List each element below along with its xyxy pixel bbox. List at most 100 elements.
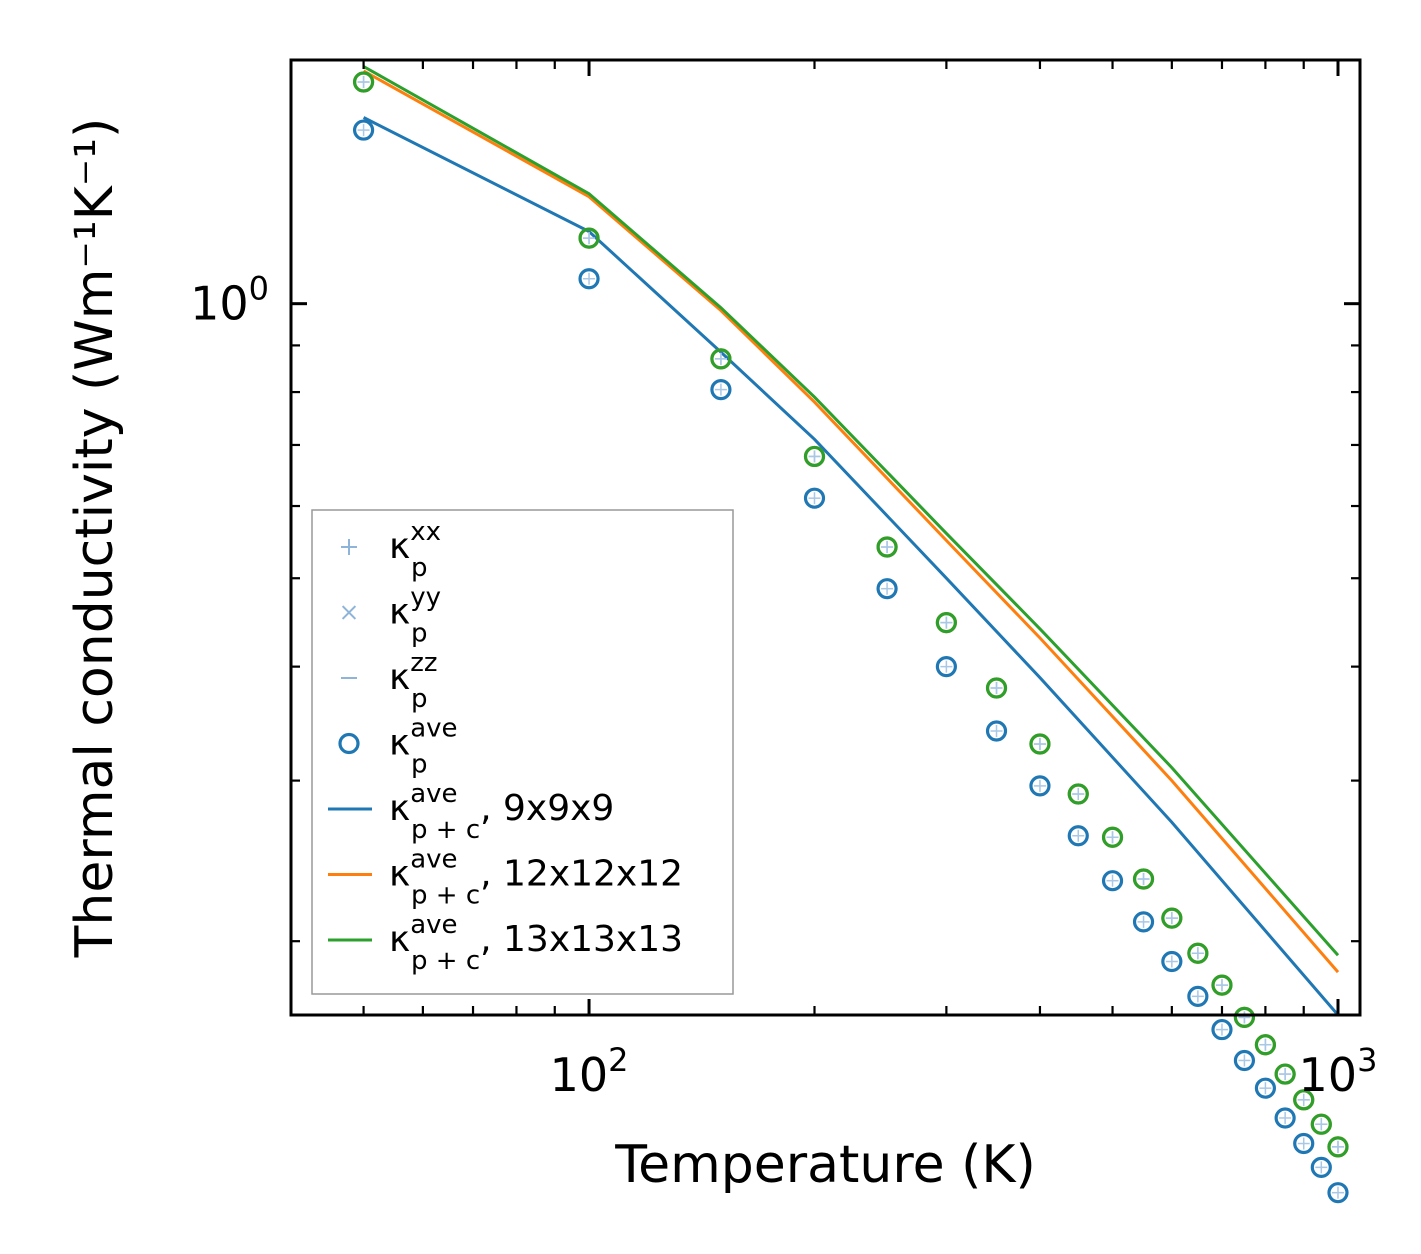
legend-superscript: ave	[410, 845, 457, 875]
data-point	[1187, 942, 1209, 964]
legend-symbol: κ	[389, 788, 410, 829]
legend-subscript: p	[411, 750, 428, 780]
point-circle	[1067, 783, 1089, 805]
point-circle	[1274, 1107, 1296, 1129]
legend-entry-0: κxx p	[341, 517, 441, 583]
data-point	[985, 720, 1008, 742]
legend-label: κave p	[389, 714, 458, 780]
y-tick-exponent: 0	[249, 270, 269, 308]
legend-symbol: κ	[389, 723, 410, 764]
data-point	[1274, 1107, 1296, 1129]
data-point	[876, 536, 898, 558]
data-point	[1132, 868, 1155, 890]
data-point	[1310, 1156, 1332, 1178]
point-circle	[935, 656, 957, 678]
x-tick-base: 10	[1299, 1048, 1358, 1102]
legend-superscript: ave	[410, 910, 457, 940]
data-point	[1233, 1006, 1256, 1028]
legend-cross-swatch	[341, 605, 357, 620]
legend-symbol: κ	[389, 526, 410, 567]
legend-label: κzz p	[389, 648, 438, 714]
y-axis-label: Thermal conductivity (Wm⁻¹K⁻¹)	[65, 118, 125, 959]
circle-marker	[338, 732, 360, 755]
legend-superscript: ave	[410, 779, 457, 809]
point-circle	[352, 119, 375, 141]
point-circle	[1132, 911, 1155, 933]
data-point	[1029, 775, 1051, 797]
point-circle	[1101, 826, 1124, 848]
legend-label: κave p + c, 13x13x13	[389, 910, 683, 976]
legend-subscript: p	[411, 619, 428, 649]
legend-superscript: ave	[410, 714, 457, 744]
data-point	[803, 487, 826, 509]
legend-frame	[311, 509, 734, 995]
point-circle	[803, 445, 826, 468]
point-circle	[578, 227, 600, 249]
legend-entry-6: κave p + c, 13x13x13	[328, 910, 683, 976]
data-point	[985, 677, 1008, 699]
legend-entry-4: κave p + c, 9x9x9	[328, 779, 614, 845]
legend-label: κxx p	[389, 517, 441, 583]
legend-symbol: κ	[389, 657, 410, 698]
legend-superscript: xx	[410, 517, 441, 547]
point-circle	[803, 487, 826, 509]
point-circle	[1067, 825, 1089, 847]
legend-label: κyy p	[389, 583, 441, 649]
x-tick-exponent: 3	[1357, 1041, 1377, 1079]
data-point	[1274, 1063, 1296, 1085]
legend-subscript: p + c	[411, 946, 480, 976]
point-circle	[1310, 1113, 1332, 1135]
point-circle	[1310, 1156, 1332, 1178]
x-tick-exponent: 2	[608, 1041, 628, 1079]
legend-suffix: , 13x13x13	[480, 919, 683, 960]
legend-subscript: p + c	[411, 815, 480, 845]
data-point	[1161, 950, 1183, 973]
data-point	[1211, 1018, 1233, 1041]
point-circle	[710, 379, 732, 401]
plot-area	[352, 65, 1349, 1204]
point-circle	[876, 536, 898, 558]
point-circle	[1254, 1034, 1277, 1056]
data-point	[1101, 870, 1124, 892]
data-point	[1254, 1034, 1277, 1056]
legend-entry-2: κzz p	[341, 648, 438, 714]
legend-entry-3: κave p	[338, 714, 458, 780]
series-line-0	[362, 116, 1340, 1016]
legend-symbol: κ	[389, 919, 410, 960]
data-point	[1029, 733, 1051, 755]
data-point	[1327, 1136, 1349, 1158]
legend-entry-5: κave p + c, 12x12x12	[328, 845, 683, 911]
x-tick-base: 10	[550, 1048, 609, 1102]
point-circle	[876, 578, 898, 600]
legend-label: κave p + c, 12x12x12	[389, 845, 683, 911]
series-line-2	[362, 65, 1340, 957]
point-circle	[1187, 942, 1209, 964]
legend-label: κave p + c, 9x9x9	[389, 779, 614, 845]
point-circle	[1101, 870, 1124, 892]
data-point	[935, 656, 957, 678]
legend-suffix: , 9x9x9	[480, 788, 614, 829]
data-point	[1293, 1132, 1315, 1155]
data-point	[1161, 907, 1183, 929]
axes-frame	[289, 58, 1362, 1017]
series-line-1	[362, 69, 1340, 974]
point-circle	[1029, 733, 1051, 755]
data-point	[876, 578, 898, 600]
point-circle	[1187, 985, 1209, 1007]
legend-entry-1: κyy p	[341, 583, 441, 649]
data-point	[710, 379, 732, 401]
data-point	[1310, 1113, 1332, 1135]
point-circle	[1132, 868, 1155, 890]
x-tick-label: 102	[550, 1041, 629, 1102]
legend-symbol: κ	[389, 592, 410, 633]
data-point	[352, 71, 375, 93]
data-point	[578, 268, 600, 290]
points-series-0	[352, 119, 1349, 1204]
point-circle	[985, 677, 1008, 699]
cross-marker-b	[341, 605, 357, 620]
data-point	[710, 348, 732, 370]
data-point	[1187, 985, 1209, 1007]
